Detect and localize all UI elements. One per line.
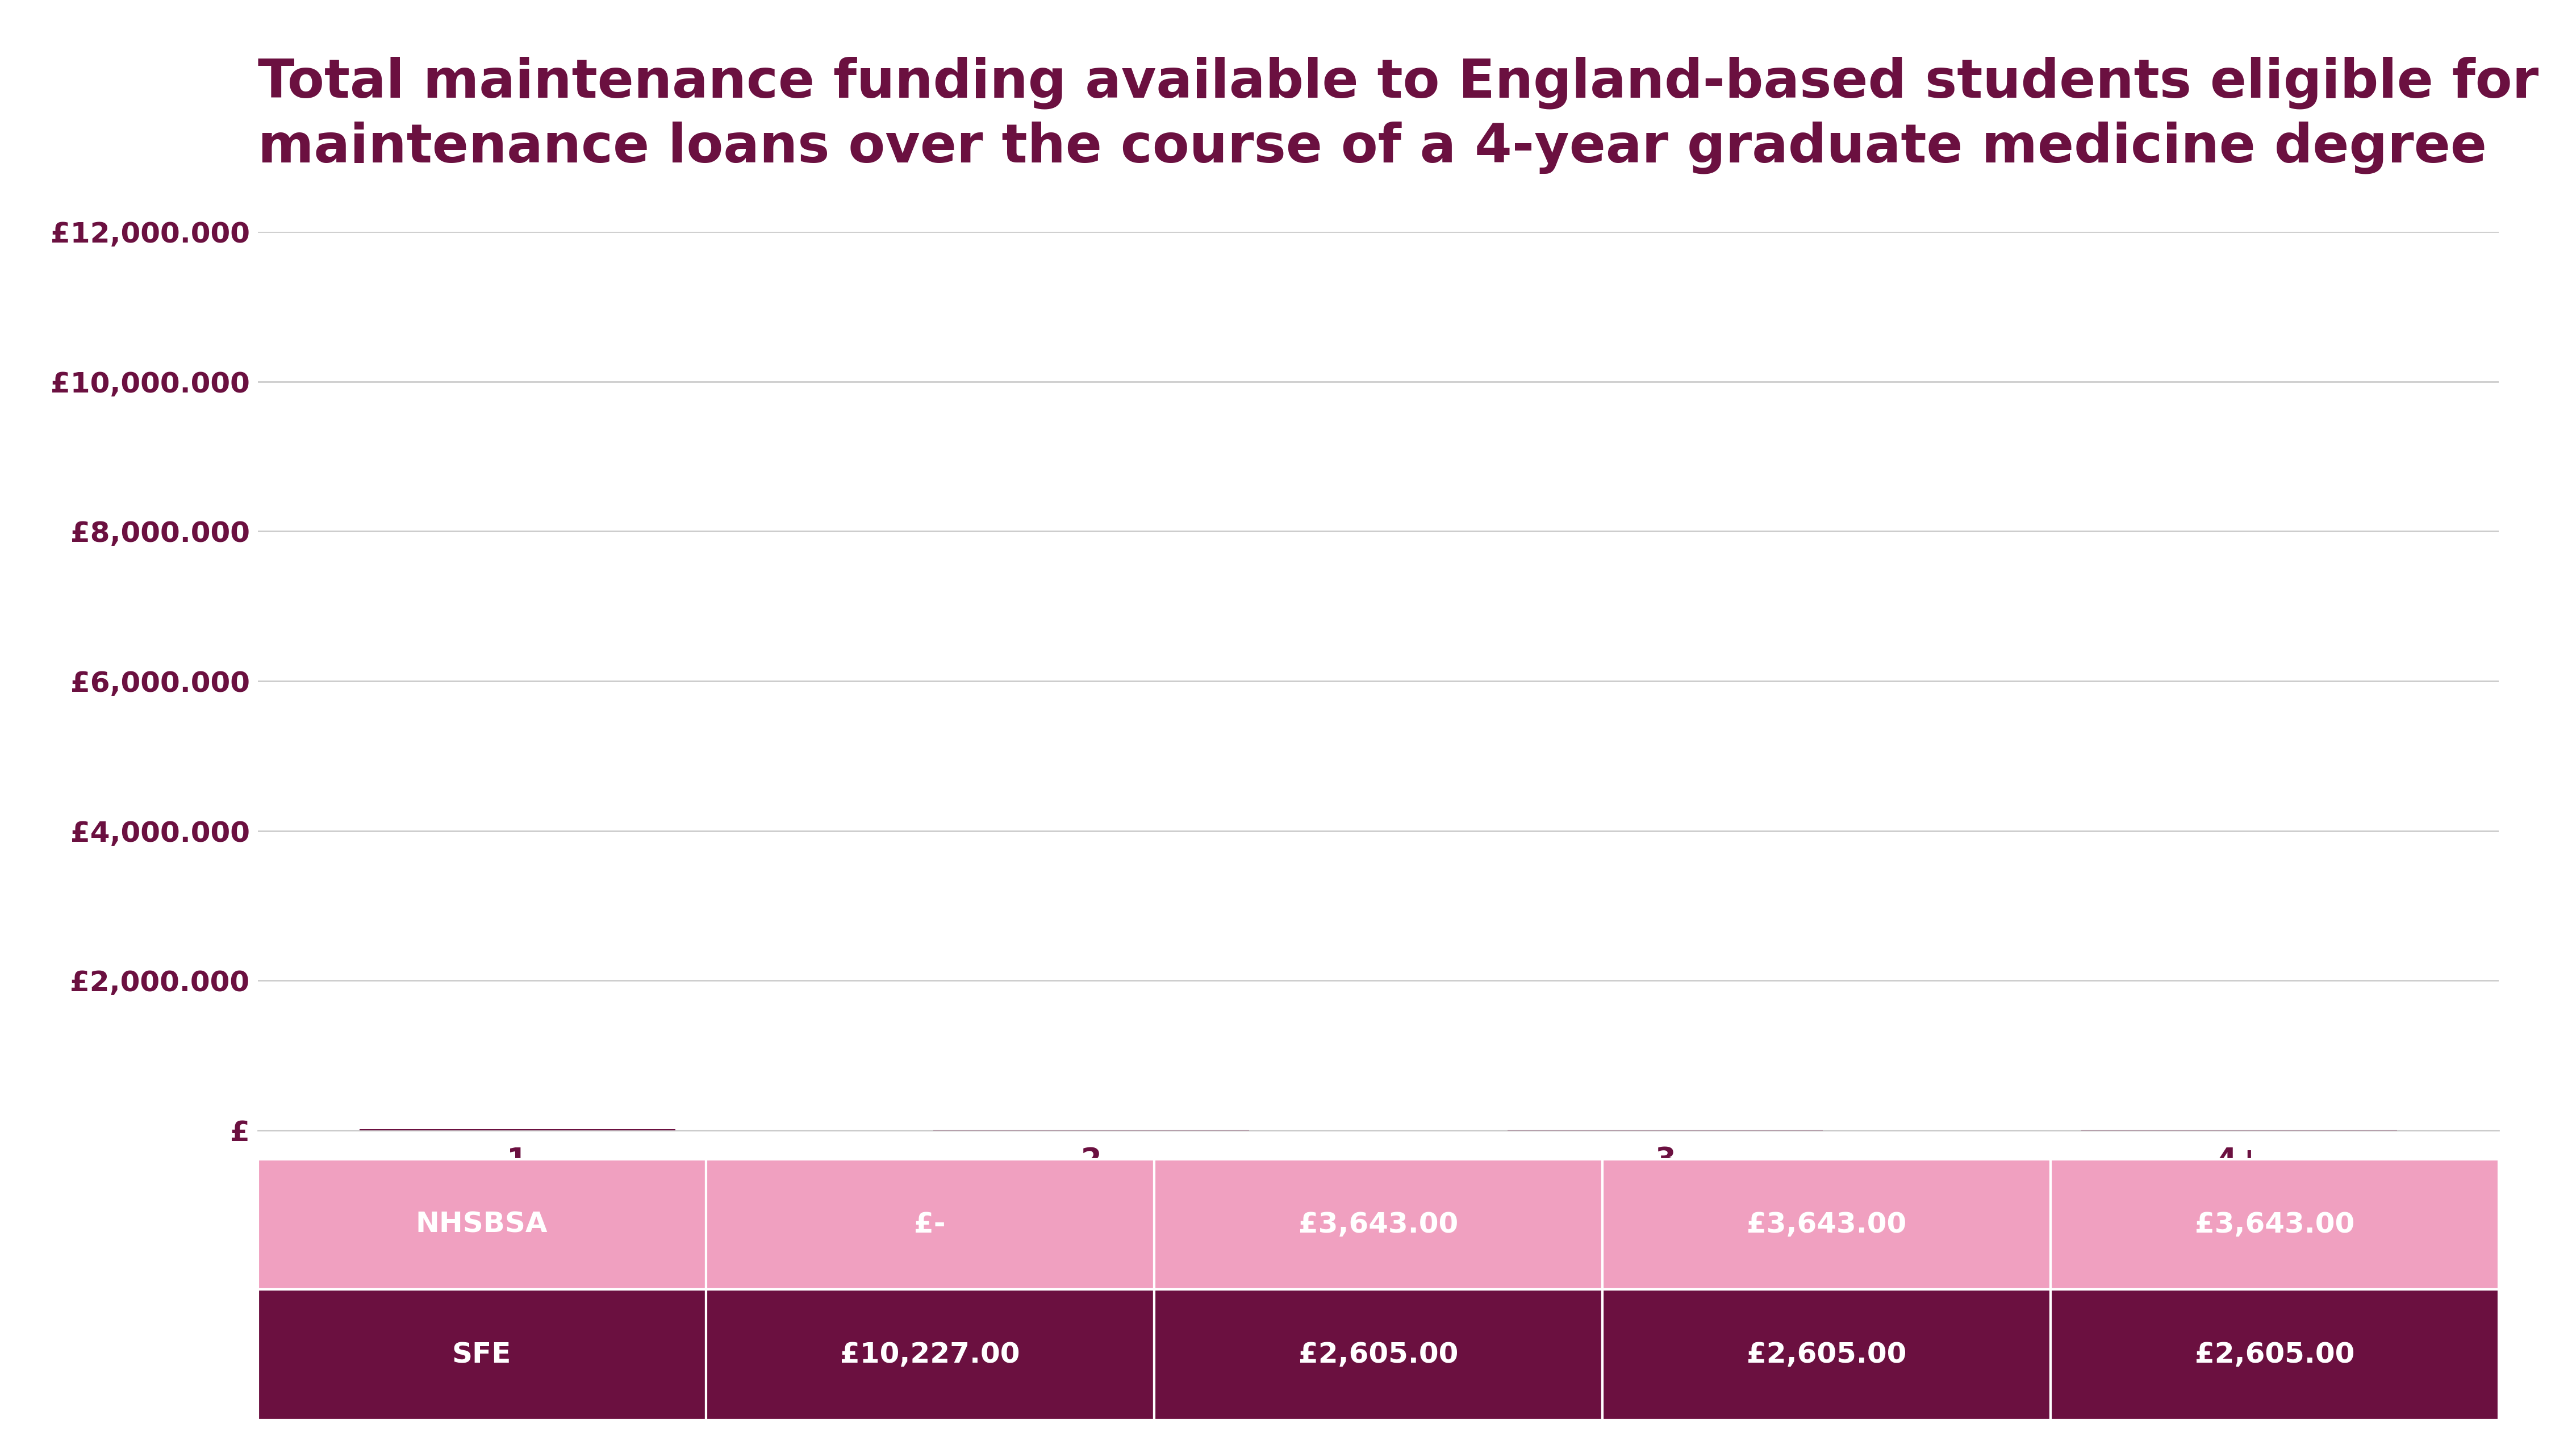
Text: Total maintenance funding available to England-based students eligible for
maint: Total maintenance funding available to E…	[258, 57, 2537, 174]
